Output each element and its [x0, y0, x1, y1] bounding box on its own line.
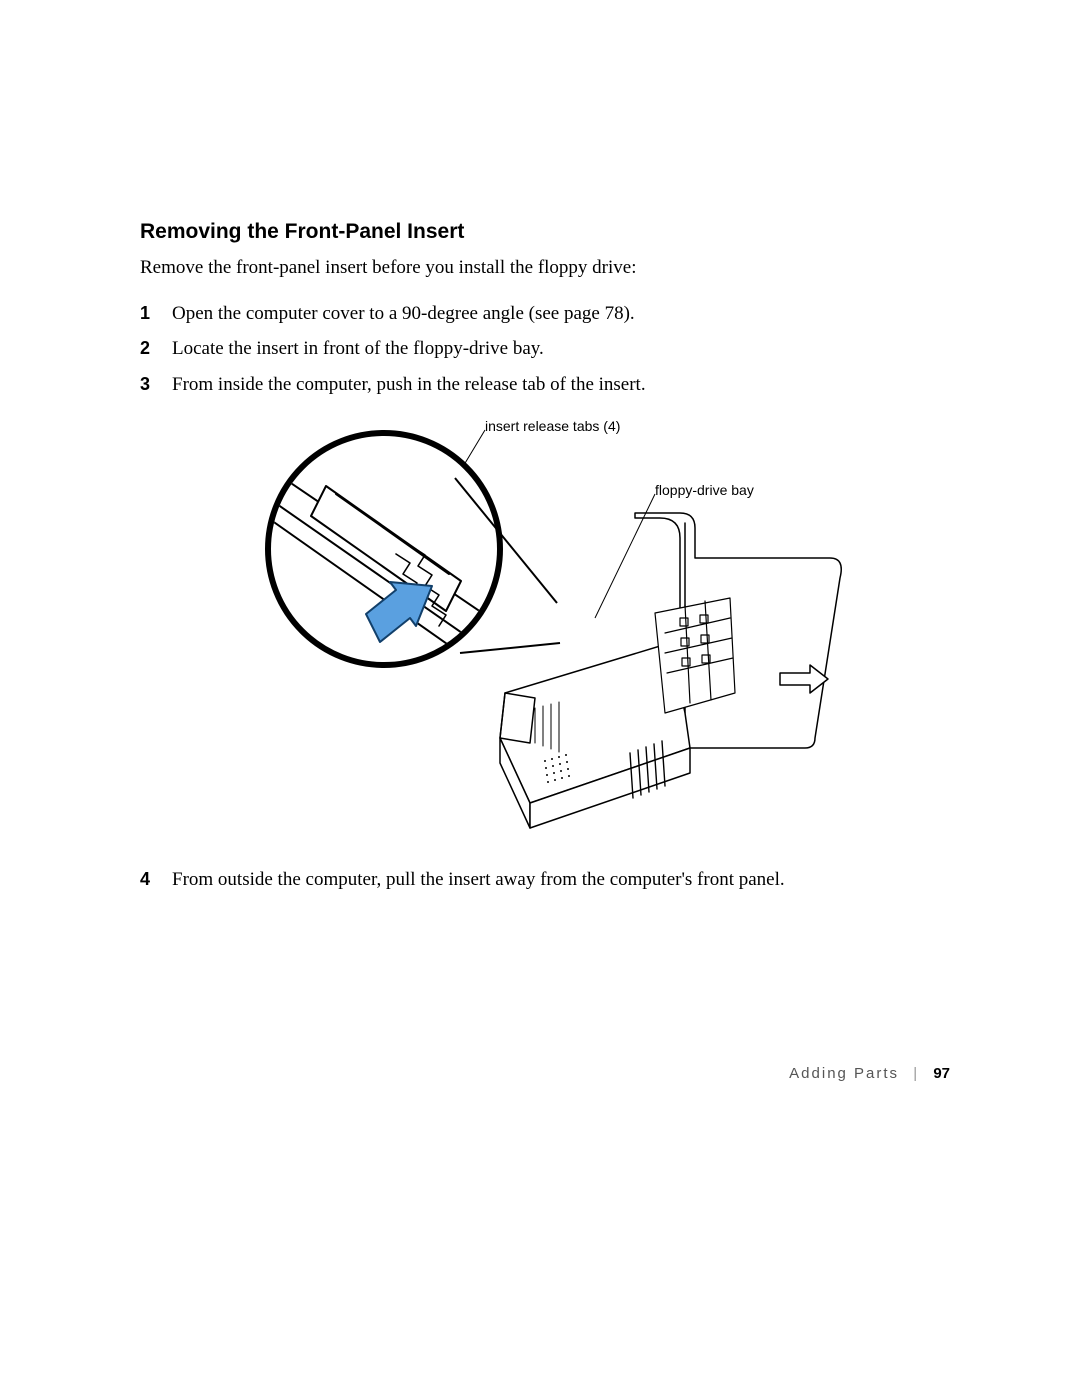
manual-page: Removing the Front-Panel Insert Remove t… — [0, 0, 1080, 1397]
step-list-continued: 4 From outside the computer, pull the in… — [140, 866, 950, 894]
step-list: 1 Open the computer cover to a 90-degree… — [140, 300, 950, 399]
callout-floppy-bay: floppy-drive bay — [655, 482, 754, 498]
step-item: 4 From outside the computer, pull the in… — [140, 866, 950, 894]
step-number: 4 — [140, 866, 172, 894]
page-footer: Adding Parts | 97 — [789, 1065, 950, 1082]
step-text: From outside the computer, pull the inse… — [172, 866, 950, 894]
step-text: Open the computer cover to a 90-degree a… — [172, 300, 950, 328]
intro-text: Remove the front-panel insert before you… — [140, 254, 950, 282]
step-item: 3 From inside the computer, push in the … — [140, 371, 950, 399]
footer-page-number: 97 — [933, 1065, 950, 1082]
push-arrow-icon — [366, 582, 432, 642]
section-heading: Removing the Front-Panel Insert — [140, 220, 950, 244]
callout-release-tabs: insert release tabs (4) — [485, 418, 620, 434]
inset-drawing — [271, 436, 497, 662]
step-number: 2 — [140, 335, 172, 363]
illustration: insert release tabs (4) floppy-drive bay — [225, 418, 865, 848]
step-text: Locate the insert in front of the floppy… — [172, 335, 950, 363]
step-item: 1 Open the computer cover to a 90-degree… — [140, 300, 950, 328]
step-number: 1 — [140, 300, 172, 328]
step-number: 3 — [140, 371, 172, 399]
step-item: 2 Locate the insert in front of the flop… — [140, 335, 950, 363]
footer-section: Adding Parts — [789, 1065, 899, 1082]
step-text: From inside the computer, push in the re… — [172, 371, 950, 399]
inset-detail-circle — [265, 430, 503, 668]
footer-separator: | — [913, 1065, 919, 1082]
